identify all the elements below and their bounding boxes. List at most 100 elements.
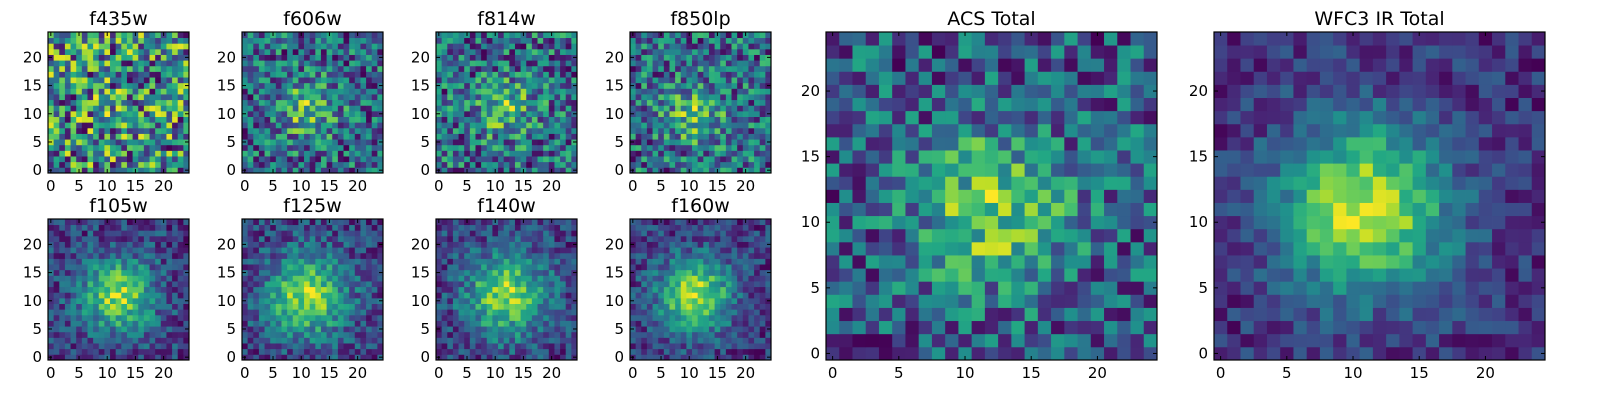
heatmap-cell: [469, 116, 476, 123]
heatmap-cell: [253, 235, 260, 242]
heatmap-cell: [520, 150, 527, 157]
heatmap-cell: [720, 150, 727, 157]
heatmap-cell: [464, 65, 471, 72]
heatmap-cell: [537, 127, 544, 134]
heatmap-cell: [486, 65, 493, 72]
heatmap-cell: [264, 230, 271, 237]
heatmap-cell: [703, 337, 710, 344]
heatmap-cell: [641, 348, 648, 355]
heatmap-cell: [349, 167, 356, 174]
heatmap-cell: [742, 105, 749, 112]
heatmap-cell: [765, 122, 772, 129]
heatmap-cell: [343, 32, 350, 39]
heatmap-cell: [81, 133, 88, 140]
heatmap-cell: [669, 337, 676, 344]
heatmap-cell: [759, 320, 766, 327]
heatmap-cell: [554, 258, 561, 265]
heatmap-cell: [309, 127, 316, 134]
heatmap-cell: [354, 77, 361, 84]
heatmap-cell: [183, 127, 190, 134]
heatmap-cell: [349, 54, 356, 61]
heatmap-cell: [663, 77, 670, 84]
heatmap-cell: [87, 167, 94, 174]
heatmap-cell: [343, 77, 350, 84]
heatmap-cell: [320, 292, 327, 299]
heatmap-cell: [543, 354, 550, 361]
heatmap-cell: [149, 343, 156, 350]
heatmap-cell: [475, 32, 482, 39]
heatmap-cell: [686, 71, 693, 78]
heatmap-cell: [264, 331, 271, 338]
heatmap-cell: [138, 219, 145, 226]
heatmap-cell: [486, 292, 493, 299]
heatmap-cell: [53, 43, 60, 50]
heatmap-cell: [714, 309, 721, 316]
heatmap-cell: [93, 354, 100, 361]
heatmap-cell: [349, 354, 356, 361]
heatmap-cell: [447, 110, 454, 117]
heatmap-cell: [298, 303, 305, 310]
heatmap-cell: [166, 297, 173, 304]
heatmap-cell: [155, 71, 162, 78]
heatmap-cell: [669, 331, 676, 338]
heatmap-cell: [526, 167, 533, 174]
heatmap-cell: [658, 60, 665, 67]
heatmap-cell: [59, 252, 66, 259]
heatmap-cell: [560, 161, 567, 168]
heatmap-cell: [680, 314, 687, 321]
heatmap-cell: [731, 303, 738, 310]
heatmap-cell: [663, 127, 670, 134]
heatmap-cell: [292, 32, 299, 39]
heatmap-cell: [298, 54, 305, 61]
heatmap-cell: [320, 122, 327, 129]
heatmap-cell: [652, 331, 659, 338]
heatmap-cell: [253, 99, 260, 106]
heatmap-cell: [115, 99, 122, 106]
heatmap-cell: [76, 264, 83, 271]
heatmap-cell: [298, 247, 305, 254]
heatmap-cell: [725, 77, 732, 84]
heatmap-cell: [526, 150, 533, 157]
heatmap-cell: [166, 292, 173, 299]
heatmap-cell: [315, 82, 322, 89]
heatmap-cell: [531, 281, 538, 288]
heatmap-cell: [258, 150, 265, 157]
heatmap-cell: [104, 60, 111, 67]
heatmap-cell: [703, 286, 710, 293]
heatmap-cell: [509, 314, 516, 321]
heatmap-cell: [332, 133, 339, 140]
heatmap-cell: [737, 292, 744, 299]
heatmap-cell: [742, 37, 749, 44]
heatmap-cell: [354, 71, 361, 78]
heatmap-cell: [526, 94, 533, 101]
heatmap-cell: [354, 122, 361, 129]
heatmap-cell: [680, 348, 687, 355]
heatmap-cell: [309, 116, 316, 123]
heatmap-cell: [76, 326, 83, 333]
heatmap-cell: [537, 241, 544, 248]
heatmap-cell: [475, 219, 482, 226]
heatmap-cell: [332, 219, 339, 226]
heatmap-cell: [548, 127, 555, 134]
heatmap-cell: [337, 88, 344, 95]
heatmap-cell: [697, 127, 704, 134]
heatmap-cell: [759, 110, 766, 117]
heatmap-cell: [343, 354, 350, 361]
heatmap-cell: [172, 77, 179, 84]
heatmap-cell: [469, 122, 476, 129]
heatmap-cell: [371, 252, 378, 259]
heatmap-cell: [503, 331, 510, 338]
heatmap-cell: [292, 331, 299, 338]
heatmap-cell: [93, 77, 100, 84]
heatmap-cell: [548, 37, 555, 44]
heatmap-cell: [155, 281, 162, 288]
heatmap-cell: [166, 82, 173, 89]
heatmap-cell: [658, 94, 665, 101]
heatmap-cell: [737, 331, 744, 338]
heatmap-cell: [565, 235, 572, 242]
heatmap-cell: [349, 348, 356, 355]
heatmap-cell: [469, 77, 476, 84]
heatmap-cell: [360, 224, 367, 231]
heatmap-cell: [765, 116, 772, 123]
heatmap-cell: [554, 122, 561, 129]
